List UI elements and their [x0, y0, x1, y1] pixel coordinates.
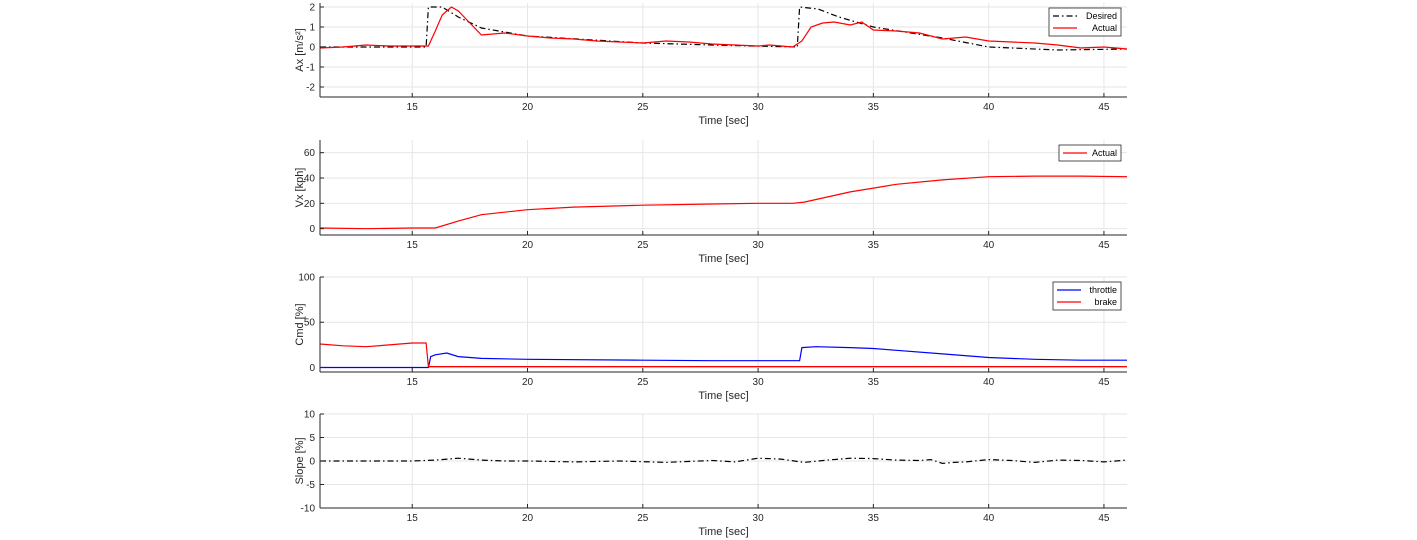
x-tick-label: 35	[868, 513, 880, 524]
y-tick-label: 60	[304, 148, 316, 159]
series-line-slope	[320, 457, 1128, 465]
legend: throttle brake	[1052, 281, 1122, 311]
y-tick-label: -2	[306, 83, 315, 94]
y-axis-label: Slope [%]	[294, 437, 306, 484]
x-tick-label: 15	[407, 513, 419, 524]
x-tick-label: 45	[1098, 102, 1110, 113]
y-tick-label: 5	[309, 433, 315, 444]
x-tick-label: 35	[868, 377, 880, 388]
x-tick-label: 15	[407, 102, 419, 113]
x-axis-label: Time [sec]	[698, 115, 748, 127]
x-tick-label: 15	[407, 377, 419, 388]
series-line-Desired	[320, 6, 1128, 51]
legend-label: brake	[1094, 297, 1117, 307]
legend-label: Actual	[1092, 23, 1117, 33]
y-tick-label: 20	[304, 199, 316, 210]
y-axis-label: Ax [m/s²]	[294, 28, 306, 71]
plot-area	[320, 140, 1127, 235]
x-axis-label: Time [sec]	[698, 526, 748, 538]
y-axis-label: Vx [kph]	[294, 168, 306, 208]
legend: Desired Actual	[1048, 7, 1122, 37]
y-tick-label: 40	[304, 174, 316, 185]
x-tick-label: 25	[637, 377, 649, 388]
y-tick-label: 2	[309, 3, 315, 14]
y-axis-label: Cmd [%]	[294, 303, 306, 345]
y-tick-label: 10	[304, 410, 316, 421]
subplot-3: 15 20 25 30 35 40 45 0 50 100 Time [sec] Cmd [%] thr…	[294, 273, 1127, 402]
legend-label: Actual	[1092, 148, 1117, 158]
x-tick-label: 45	[1098, 377, 1110, 388]
legend-box	[1048, 7, 1122, 37]
x-tick-label: 40	[983, 377, 995, 388]
x-axis-label: Time [sec]	[698, 253, 748, 265]
x-tick-label: 35	[868, 102, 880, 113]
x-tick-label: 20	[522, 377, 534, 388]
subplot-1: 15 20 25 30 35 40 45 -2 -1 0 1 2 Time [sec] Ax [m/s²]…	[294, 3, 1128, 127]
series-line-Actual	[319, 6, 1128, 50]
x-tick-label: 40	[983, 513, 995, 524]
x-tick-label: 20	[522, 240, 534, 251]
x-tick-label: 30	[753, 102, 765, 113]
x-tick-label: 25	[637, 102, 649, 113]
x-tick-label: 25	[637, 240, 649, 251]
y-tick-label: 0	[309, 363, 315, 374]
x-tick-label: 45	[1098, 240, 1110, 251]
y-tick-label: 0	[309, 224, 315, 235]
y-tick-label: 50	[304, 318, 316, 329]
y-tick-label: 1	[309, 23, 315, 34]
subplot-4: 15 20 25 30 35 40 45 -10 -5 0 5 10 Time [sec] Slope […	[294, 410, 1128, 538]
x-axis-label: Time [sec]	[698, 390, 748, 402]
y-tick-label: -1	[306, 63, 315, 74]
plot-area	[320, 3, 1127, 97]
legend-label: Desired	[1086, 11, 1117, 21]
x-tick-label: 20	[522, 513, 534, 524]
y-tick-label: -10	[301, 504, 316, 515]
plot-area	[320, 277, 1127, 372]
series-line-brake	[319, 342, 1127, 368]
x-tick-label: 30	[753, 513, 765, 524]
series-line-throttle	[320, 346, 1127, 369]
legend-box	[1058, 144, 1122, 162]
x-tick-label: 20	[522, 102, 534, 113]
legend-box	[1052, 281, 1122, 311]
x-tick-label: 35	[868, 240, 880, 251]
series-line-Actual	[319, 175, 1128, 230]
x-tick-label: 40	[983, 102, 995, 113]
x-tick-label: 30	[753, 377, 765, 388]
x-tick-label: 45	[1098, 513, 1110, 524]
x-tick-label: 30	[753, 240, 765, 251]
y-tick-label: 0	[309, 457, 315, 468]
legend-label: throttle	[1089, 285, 1117, 295]
legend: Actual	[1058, 144, 1122, 162]
y-tick-label: 100	[298, 273, 315, 284]
x-tick-label: 25	[637, 513, 649, 524]
y-tick-label: 0	[309, 43, 315, 54]
subplot-2: 15 20 25 30 35 40 45 0 20 40 60 Time [sec] Vx [kph] A…	[294, 140, 1128, 265]
y-tick-label: -5	[306, 480, 315, 491]
x-tick-label: 15	[407, 240, 419, 251]
x-tick-label: 40	[983, 240, 995, 251]
